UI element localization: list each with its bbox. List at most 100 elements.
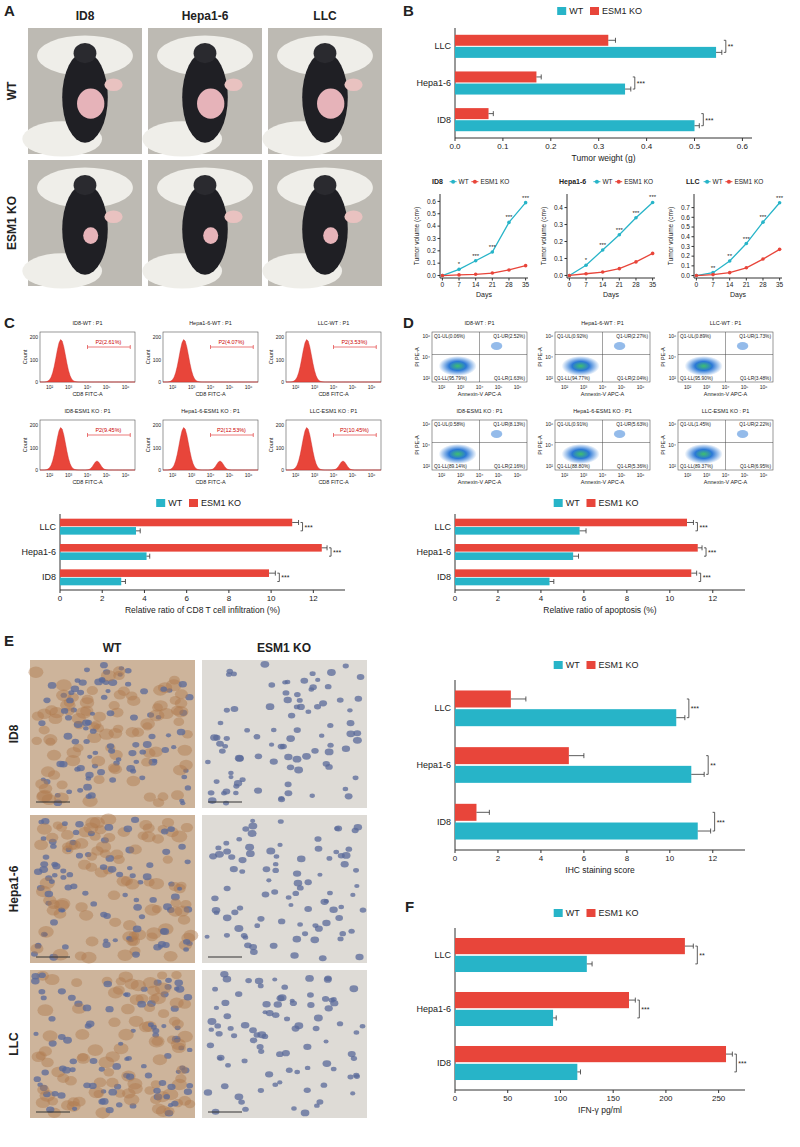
stain [126,727,140,737]
nucleus [231,910,238,916]
axis-title: PI PE-A [537,347,543,367]
significance: *** [505,214,513,220]
axis-title: CD8 FITC-A [318,479,349,485]
tick-label: 2 [496,854,501,863]
tick-label: 10² [169,384,177,390]
quadrant-line [479,420,480,470]
tick-label: 10³ [457,472,465,478]
significance-bracket [699,573,701,581]
panel-letter: C [4,314,15,331]
nucleus [301,1110,310,1117]
legend-swatch [554,661,563,669]
quadrant-line [555,354,650,355]
stain [121,1004,135,1014]
tick-label: 10² [561,384,569,390]
axis-title: CD8 FITC-A [318,391,349,397]
nucleus [66,698,73,704]
stain [117,949,132,961]
nucleus [339,931,346,936]
stain [74,838,88,849]
nucleus [310,794,315,798]
nucleus [262,1034,269,1039]
tick-label: 10² [46,472,54,478]
nucleus [105,689,110,693]
nucleus [178,844,186,850]
nucleus [223,801,229,806]
dot-cloud [439,356,477,376]
nucleus [234,1093,243,1100]
nucleus [337,936,343,941]
nucleus [210,734,219,741]
legend-label: ESM1 KO [624,178,653,185]
tick-label: 10⁴ [722,472,730,478]
tick [669,850,670,853]
error-bar [695,123,700,128]
stain [126,776,140,786]
dot-cloud [685,444,723,464]
tick-label: 50 [503,1094,512,1103]
stain [57,780,68,789]
tick-label: 0.0 [681,272,690,279]
nucleus [305,1066,311,1070]
nucleus [70,1058,77,1064]
nucleus [113,938,118,942]
stain [149,710,165,722]
nucleus [342,746,350,752]
nucleus [258,1088,264,1093]
axis-line [567,278,655,279]
tick-label: 100 [554,1094,568,1103]
axis-line [440,278,528,279]
ihc-image [30,970,195,1118]
nucleus [329,907,337,914]
marker [601,248,605,252]
nucleus [163,1094,170,1099]
axis-line [694,278,782,279]
axis-title: Days [603,291,619,299]
nucleus [309,684,316,690]
tick [565,224,568,225]
nucleus [283,690,290,695]
stain [149,1036,165,1048]
stain [128,937,138,945]
significance-bracket [713,812,715,831]
tick-label: 10⁴ [84,384,92,390]
axis-title: CD8 FITC-A [195,391,226,397]
nucleus [165,978,172,983]
marker [568,274,572,278]
quadrant-line [479,332,480,382]
tick [565,241,568,242]
quadrant-label: Q1-LR(3.48%) [740,376,771,381]
error-bar [698,829,711,834]
dot-cloud [614,342,625,350]
error-bar [292,520,298,525]
legend-swatch [587,909,596,917]
nucleus [314,836,321,842]
tick-label: 0.7 [681,204,690,211]
quadrant-label: Q1-LR(2.04%) [617,376,648,381]
tick-label: 10³ [65,472,73,478]
nucleus [238,857,246,863]
plot-frame [163,332,258,382]
nucleus [271,889,278,894]
tick-label: 10⁵ [741,472,749,478]
significance: *** [489,244,497,250]
tick-label: 10⁴ [476,472,484,478]
stain [175,905,190,916]
stain [171,706,184,716]
quadrant-line [432,354,527,355]
stain [113,666,126,676]
dot-cloud [491,430,502,438]
tick [692,246,695,247]
category-label: LLC [434,41,451,51]
tick [438,213,441,214]
nucleus [223,841,229,846]
nucleus [161,1024,166,1028]
nucleus [257,916,264,922]
bar [455,108,489,119]
nucleus [38,720,45,726]
nucleus [291,1106,296,1110]
marker [441,274,445,278]
nucleus [123,992,128,996]
mouse [62,52,108,143]
tick-label: 4 [539,594,544,603]
